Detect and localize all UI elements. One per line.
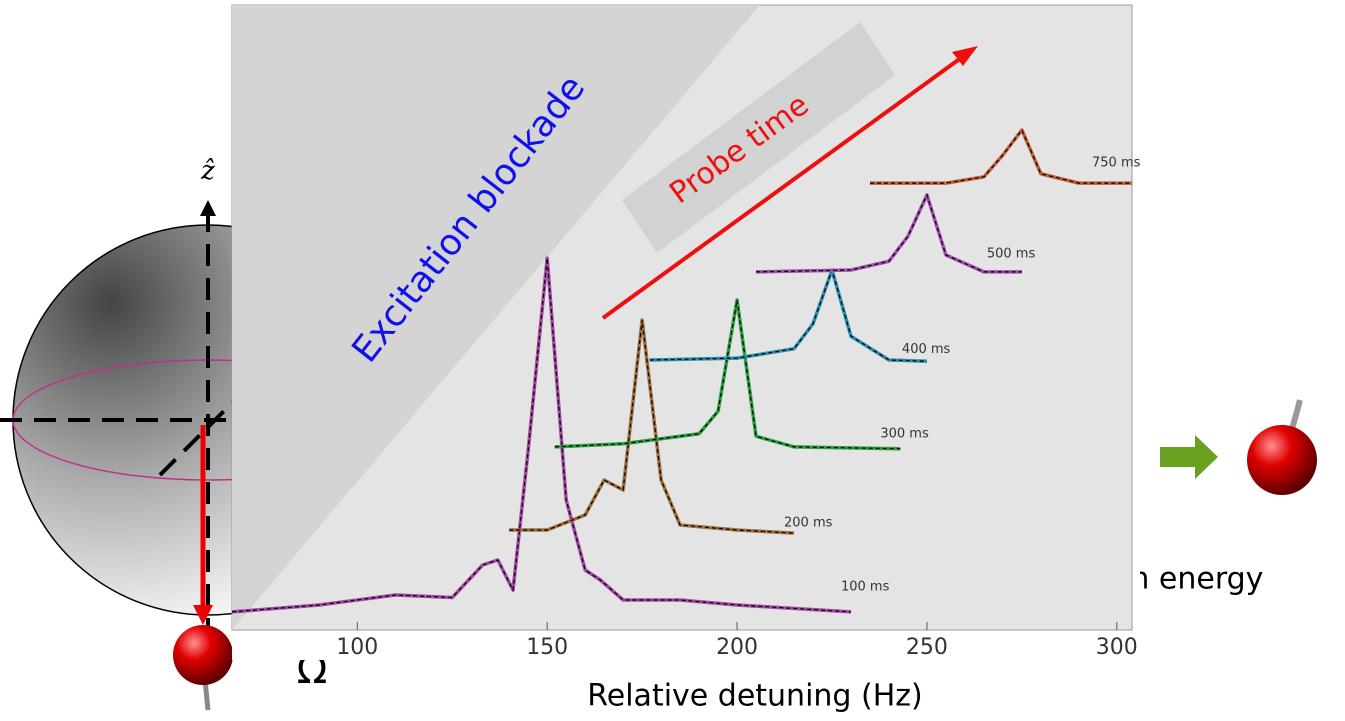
- series-label: 750 ms: [1092, 156, 1141, 171]
- series-label: 400 ms: [902, 342, 951, 357]
- x-tick-label: 200: [716, 635, 758, 660]
- plot: 100 150 200 250 300 100 ms 200 ms 300 ms 400 ms 5…: [231, 128, 1141, 660]
- fit-line: [231, 258, 852, 613]
- series-label: 200 ms: [784, 516, 833, 531]
- series-label: 100 ms: [841, 579, 890, 594]
- fit-line: [756, 193, 1022, 273]
- blockade-region: [232, 5, 760, 630]
- molecule-arrow: [1160, 399, 1317, 495]
- probe-arrow: [601, 53, 967, 320]
- series-label: 300 ms: [880, 426, 929, 441]
- fit-line: [869, 128, 1132, 184]
- x-tick-label: 150: [526, 635, 568, 660]
- x-tick-label: 300: [1096, 635, 1138, 660]
- fit-line: [509, 319, 795, 534]
- x-tick-label: 250: [906, 635, 948, 660]
- fit-line: [649, 268, 927, 362]
- series-label: 500 ms: [987, 246, 1036, 261]
- x-tick-label: 100: [336, 635, 378, 660]
- probe-arrowhead: [952, 46, 978, 66]
- x-axis-label: Relative detuning (Hz): [587, 679, 922, 714]
- probe-time-box: [622, 22, 895, 253]
- fit-line: [554, 299, 901, 450]
- axis-label: ẑ: [200, 156, 215, 186]
